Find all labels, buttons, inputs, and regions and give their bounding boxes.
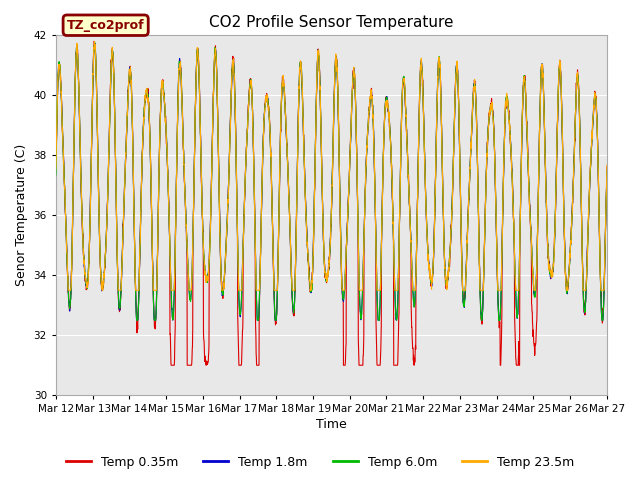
Text: TZ_co2prof: TZ_co2prof xyxy=(67,19,145,32)
X-axis label: Time: Time xyxy=(316,419,347,432)
Y-axis label: Senor Temperature (C): Senor Temperature (C) xyxy=(15,144,28,287)
Title: CO2 Profile Sensor Temperature: CO2 Profile Sensor Temperature xyxy=(209,15,454,30)
Legend: Temp 0.35m, Temp 1.8m, Temp 6.0m, Temp 23.5m: Temp 0.35m, Temp 1.8m, Temp 6.0m, Temp 2… xyxy=(61,451,579,474)
